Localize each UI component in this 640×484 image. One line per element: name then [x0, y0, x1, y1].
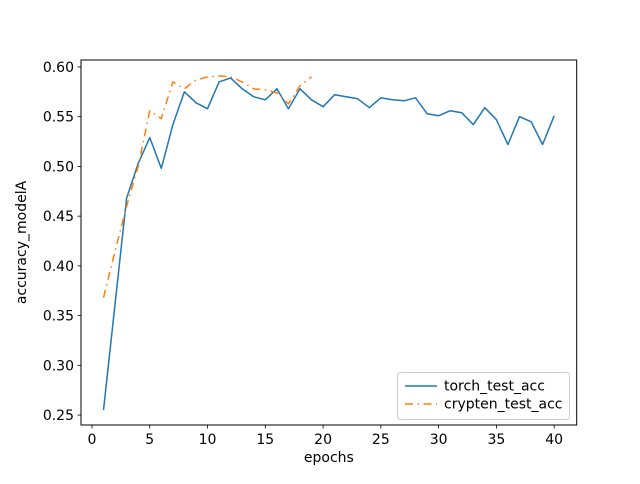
- y-tick-label: 0.60: [43, 60, 74, 76]
- legend-label-torch: torch_test_acc: [444, 379, 545, 395]
- x-tick-label: 30: [430, 432, 448, 448]
- x-tick-label: 5: [145, 432, 154, 448]
- legend-box: [397, 372, 570, 420]
- x-axis-label: epochs: [304, 450, 354, 466]
- x-tick-label: 25: [372, 432, 390, 448]
- series-line-crypten_test_acc: [102, 75, 312, 298]
- y-tick-label: 0.30: [43, 358, 74, 374]
- y-tick-label: 0.25: [43, 408, 74, 424]
- x-tick-label: 15: [256, 432, 274, 448]
- y-tick-label: 0.35: [43, 309, 74, 325]
- y-tick-label: 0.45: [43, 209, 74, 225]
- x-tick-label: 35: [487, 432, 505, 448]
- x-tick-label: 20: [314, 432, 332, 448]
- legend-label-crypten: crypten_test_acc: [444, 397, 562, 413]
- legend: torch_test_acc crypten_test_acc: [397, 372, 570, 420]
- plot-area: 0 5 10 15 20 25 30 35 40 0.25 0.30 0.35 0.40 0.45 0.50…: [43, 60, 563, 448]
- series-line-torch_test_acc: [102, 77, 555, 411]
- y-tick-label: 0.40: [43, 259, 74, 275]
- y-axis-label: accuracy_modelA: [14, 180, 30, 304]
- x-tick-label: 10: [199, 432, 217, 448]
- y-tick-label: 0.50: [43, 159, 74, 175]
- x-tick-label: 40: [545, 432, 563, 448]
- y-tick-label: 0.55: [43, 110, 74, 126]
- axes-frame: [80, 59, 578, 426]
- x-tick-label: 0: [88, 432, 97, 448]
